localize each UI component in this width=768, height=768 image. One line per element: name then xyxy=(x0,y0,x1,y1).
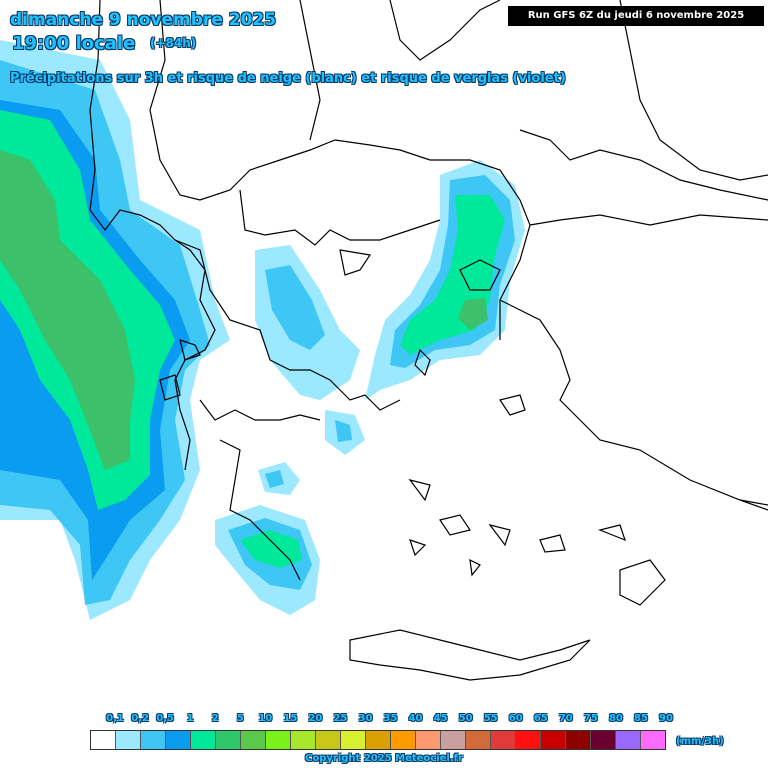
precip-peloponnese xyxy=(215,462,320,615)
legend-swatch xyxy=(591,731,616,749)
legend-swatch xyxy=(441,731,466,749)
legend-swatch xyxy=(291,731,316,749)
legend-tick-label: 70 xyxy=(558,713,573,724)
legend-tick-label: 85 xyxy=(633,713,648,724)
legend-swatch xyxy=(166,731,191,749)
color-legend xyxy=(90,730,666,750)
legend-swatch xyxy=(91,731,116,749)
legend-swatch xyxy=(466,731,491,749)
legend-swatch xyxy=(241,731,266,749)
model-run-label: Run GFS 6Z du jeudi 6 novembre 2025 xyxy=(508,6,764,26)
legend-swatch xyxy=(641,731,665,749)
legend-tick-label: 30 xyxy=(358,713,373,724)
legend-swatch xyxy=(566,731,591,749)
legend-tick-label: 80 xyxy=(608,713,623,724)
legend-tick-label: 1 xyxy=(186,713,194,724)
legend-unit: (mm/3h) xyxy=(676,736,724,747)
legend-tick-label: 0,5 xyxy=(156,713,174,724)
legend-tick-label: 2 xyxy=(211,713,219,724)
legend-tick-label: 45 xyxy=(433,713,448,724)
legend-swatch xyxy=(191,731,216,749)
legend-tick-label: 5 xyxy=(236,713,244,724)
legend-tick-label: 0,2 xyxy=(131,713,149,724)
legend-tick-label: 40 xyxy=(408,713,423,724)
legend-tick-label: 75 xyxy=(583,713,598,724)
legend-tick-label: 55 xyxy=(483,713,498,724)
precip-west-green xyxy=(0,150,135,470)
legend-swatch xyxy=(316,731,341,749)
precip-west xyxy=(0,40,230,620)
legend-tick-label: 50 xyxy=(458,713,473,724)
legend-swatch xyxy=(266,731,291,749)
precip-east xyxy=(365,160,525,400)
legend-tick-label: 15 xyxy=(283,713,298,724)
legend-tick-label: 25 xyxy=(333,713,348,724)
forecast-lead-time: (+84h) xyxy=(150,36,197,50)
legend-swatch xyxy=(141,731,166,749)
precip-central xyxy=(255,245,365,455)
legend-swatch xyxy=(116,731,141,749)
forecast-time: 19:00 locale xyxy=(12,33,136,54)
map-description: Précipitations sur 3h et risque de neige… xyxy=(10,71,566,86)
legend-swatch xyxy=(341,731,366,749)
legend-tick-label: 35 xyxy=(383,713,398,724)
legend-tick-label: 65 xyxy=(533,713,548,724)
legend-swatch xyxy=(391,731,416,749)
legend-tick-label: 60 xyxy=(508,713,523,724)
legend-swatch xyxy=(216,731,241,749)
legend-swatch xyxy=(491,731,516,749)
legend-tick-label: 20 xyxy=(308,713,323,724)
legend-swatch xyxy=(541,731,566,749)
legend-tick-label: 0,1 xyxy=(106,713,124,724)
legend-swatch xyxy=(616,731,641,749)
coastlines xyxy=(89,0,768,681)
legend-swatch xyxy=(416,731,441,749)
legend-tick-label: 10 xyxy=(258,713,273,724)
legend-tick-label: 90 xyxy=(659,713,673,724)
legend-swatch xyxy=(366,731,391,749)
forecast-date: dimanche 9 novembre 2025 xyxy=(10,10,277,30)
copyright: Copyright 2025 Meteociel.fr xyxy=(305,753,463,764)
legend-swatch xyxy=(516,731,541,749)
